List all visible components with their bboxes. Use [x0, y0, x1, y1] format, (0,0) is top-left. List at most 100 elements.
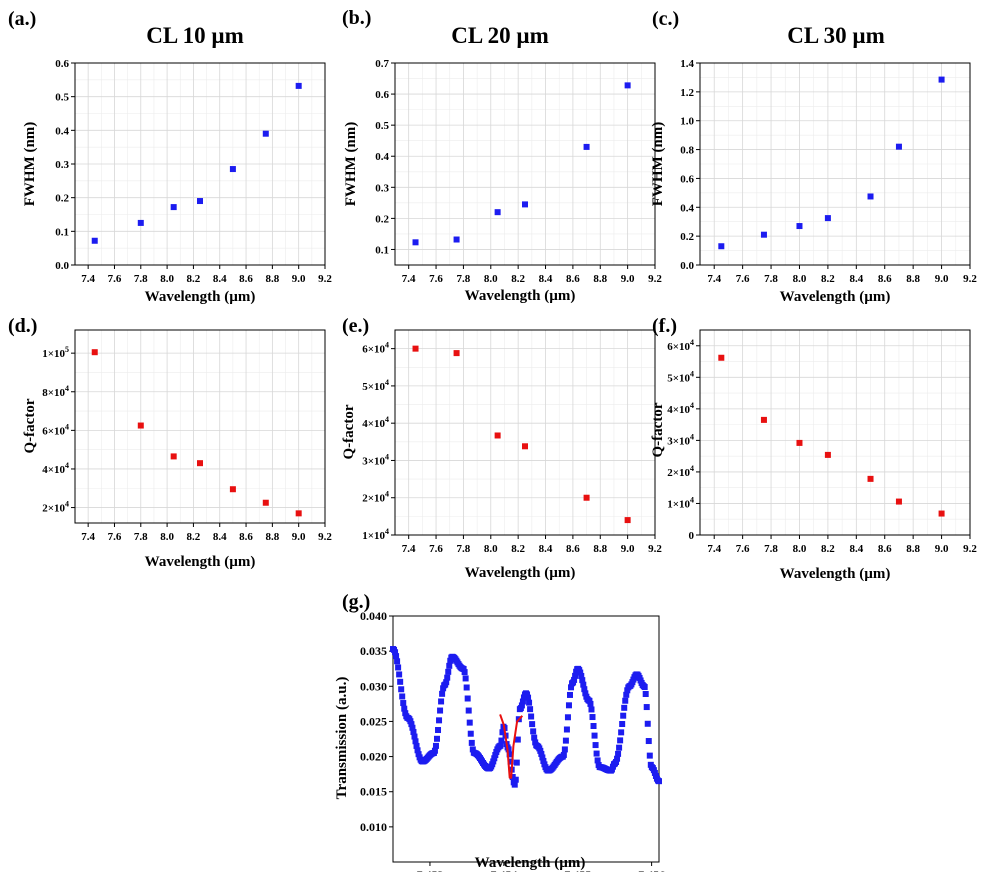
y-tick-label: 4×104 [42, 461, 69, 476]
x-tick-label: 7.8 [457, 543, 471, 555]
y-tick-label: 0.2 [680, 231, 694, 243]
data-point [571, 676, 578, 683]
data-point [624, 517, 631, 524]
y-tick-label: 0.4 [680, 202, 694, 214]
data-point [583, 494, 590, 501]
y-tick-label: 2×104 [42, 500, 69, 515]
data-point [445, 668, 452, 675]
x-tick-label: 8.4 [849, 543, 863, 555]
panel-c: (c.) CL 30 µm 7.4 7.6 7.8 8.0 8.2 8.4 8.6 8.8 9.0 9… [650, 8, 977, 305]
x-tick-label: 8.0 [484, 273, 498, 285]
x-tick-label: 7.6 [429, 273, 443, 285]
x-tick-label: 8.4 [213, 531, 227, 543]
data-point [621, 704, 628, 711]
data-point [465, 707, 472, 714]
data-point [643, 704, 650, 711]
data-point [529, 721, 536, 728]
x-axis-label: Wavelength (µm) [465, 288, 576, 304]
x-tick-label: 7.6 [429, 543, 443, 555]
data-point [560, 751, 567, 758]
y-tick-label: 4×104 [362, 415, 389, 430]
data-point [170, 453, 177, 460]
panel-label: (g.) [342, 591, 370, 613]
data-point [590, 723, 597, 730]
x-tick-label: 9.0 [935, 273, 949, 285]
data-point [295, 82, 302, 89]
data-point [645, 738, 652, 745]
data-point [197, 198, 203, 205]
data-point [592, 742, 599, 749]
panel-a: (a.) CL 10 µm 7.4 7.6 7.8 8.0 8.2 8.4 8.6 8.8 9.0 9… [8, 8, 332, 305]
data-point [499, 729, 506, 736]
y-tick-label: 0.2 [55, 193, 69, 205]
x-tick-label: 8.2 [511, 543, 525, 555]
x-tick-label: 9.2 [318, 273, 332, 285]
x-axis-label: Wavelength (µm) [465, 565, 576, 581]
x-axis-label: Wavelength (µm) [475, 855, 586, 871]
x-tick-label: 8.6 [566, 273, 580, 285]
y-tick-label: 0.5 [55, 92, 69, 104]
data-series [412, 82, 631, 246]
data-point [646, 752, 653, 759]
data-point [511, 781, 518, 788]
plot-frame [699, 62, 971, 266]
grid [700, 330, 970, 535]
data-point [439, 690, 446, 697]
x-tick-label: 8.4 [539, 543, 553, 555]
panel-title: CL 10 µm [146, 23, 244, 48]
data-point [262, 499, 269, 506]
x-axis: 7.4 7.6 7.8 8.0 8.2 8.4 8.6 8.8 9.0 9.2 [402, 265, 662, 285]
data-point [568, 684, 575, 691]
data-point [433, 735, 440, 742]
data-point [414, 747, 421, 754]
y-tick-label: 5×104 [362, 378, 389, 393]
data-point [432, 742, 439, 749]
plot-frame [394, 329, 656, 536]
y-tick-label: 0.3 [55, 159, 69, 171]
y-axis-label: FWHM (nm) [22, 122, 38, 207]
data-point [566, 691, 573, 698]
data-point [520, 694, 527, 701]
data-point [589, 714, 596, 721]
data-point [400, 700, 407, 707]
x-tick-label: 7.8 [134, 531, 148, 543]
plot-frame [392, 615, 660, 863]
panel-b: (b.) CL 20 µm 7.4 7.6 7.8 8.0 8.2 8.4 8.6 8.8 9.0 9… [342, 7, 662, 304]
data-point [563, 726, 570, 733]
x-tick-label: 8.0 [160, 273, 174, 285]
data-point [642, 691, 649, 698]
data-point [796, 223, 803, 230]
data-point [619, 721, 626, 728]
y-tick-label: 0.6 [680, 173, 694, 185]
plot-frame [699, 329, 971, 536]
data-point [461, 669, 468, 676]
y-tick-label: 0.025 [360, 714, 387, 728]
x-tick-label: 7.4 [402, 543, 416, 555]
x-tick-label: 8.0 [793, 273, 807, 285]
data-point [615, 750, 622, 757]
data-point [718, 243, 725, 250]
data-point [402, 710, 409, 717]
x-axis: 7.4 7.6 7.8 8.0 8.2 8.4 8.6 8.8 9.0 9.2 [81, 523, 332, 543]
x-tick-label: 9.0 [935, 543, 949, 555]
y-axis: 0 1×104 2×104 3×104 4×104 5×104 6×104 [667, 338, 700, 542]
y-tick-label: 3×104 [362, 452, 389, 467]
data-point [561, 746, 568, 753]
y-tick-label: 0.040 [360, 609, 387, 623]
y-tick-label: 6×104 [42, 422, 69, 437]
x-tick-label: 8.4 [539, 273, 553, 285]
data-point [412, 239, 419, 246]
data-point [453, 236, 460, 243]
data-point [395, 664, 402, 671]
x-tick-label: 7.8 [134, 273, 148, 285]
data-point [824, 451, 831, 458]
y-tick-label: 1×104 [362, 527, 389, 542]
data-point [408, 721, 415, 728]
data-point [867, 193, 874, 200]
data-point [614, 755, 621, 762]
data-point [401, 705, 408, 712]
data-point [398, 686, 405, 693]
data-point [396, 671, 403, 678]
grid [75, 330, 325, 523]
